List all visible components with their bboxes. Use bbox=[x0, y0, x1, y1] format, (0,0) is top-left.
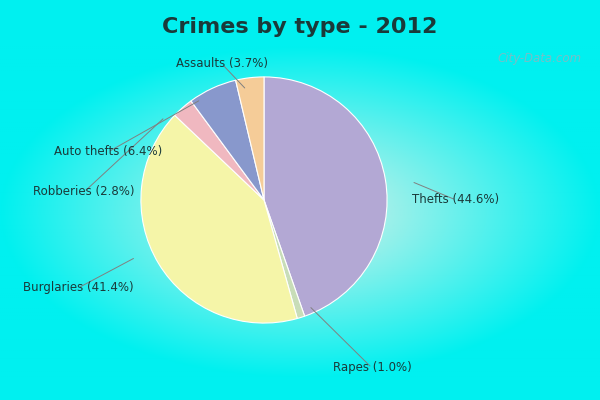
Text: Burglaries (41.4%): Burglaries (41.4%) bbox=[23, 282, 133, 294]
Wedge shape bbox=[264, 77, 387, 316]
Wedge shape bbox=[191, 80, 264, 200]
Wedge shape bbox=[264, 200, 305, 318]
Wedge shape bbox=[236, 77, 264, 200]
Wedge shape bbox=[141, 115, 297, 323]
Text: Auto thefts (6.4%): Auto thefts (6.4%) bbox=[54, 146, 162, 158]
Wedge shape bbox=[175, 101, 264, 200]
Text: Crimes by type - 2012: Crimes by type - 2012 bbox=[163, 17, 437, 37]
Text: Rapes (1.0%): Rapes (1.0%) bbox=[332, 362, 412, 374]
Text: Assaults (3.7%): Assaults (3.7%) bbox=[176, 58, 268, 70]
Text: Thefts (44.6%): Thefts (44.6%) bbox=[412, 194, 500, 206]
Text: City-Data.com: City-Data.com bbox=[498, 52, 582, 65]
Text: Robberies (2.8%): Robberies (2.8%) bbox=[33, 186, 135, 198]
